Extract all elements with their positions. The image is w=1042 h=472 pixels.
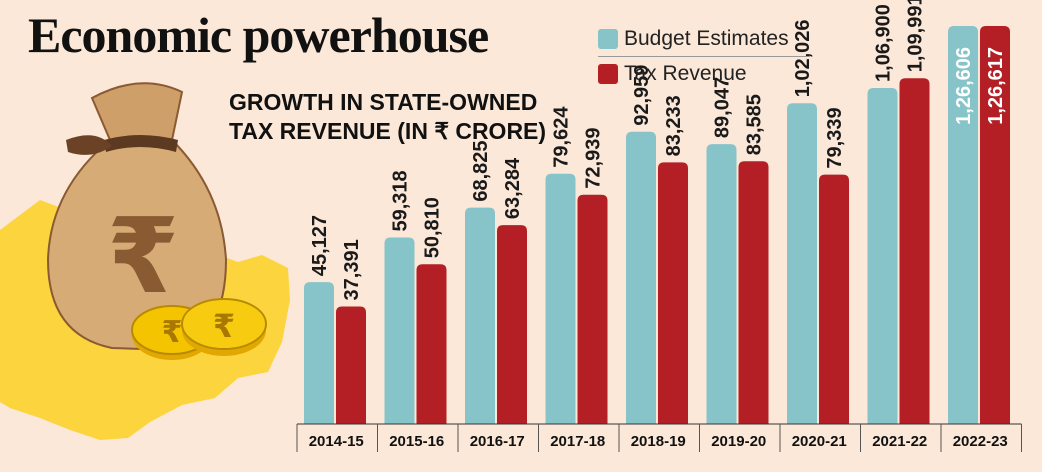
data-label-tax-2022-23: 1,26,617 <box>985 47 1007 125</box>
bar-tax-2018-19 <box>658 162 688 425</box>
bar-tax-2016-17 <box>497 225 527 424</box>
bar-budget-2020-21 <box>787 103 817 424</box>
x-tick-label-2021-22: 2021-22 <box>872 433 927 450</box>
legend-item-tax: Tax Revenue <box>598 57 810 91</box>
chart-subtitle: GROWTH IN STATE-OWNED TAX REVENUE (IN ₹ … <box>229 88 546 146</box>
bar-tax-2017-18 <box>577 194 608 424</box>
svg-text:₹: ₹ <box>107 195 179 317</box>
bar-tax-2014-15 <box>336 306 366 424</box>
x-tick-label-2016-17: 2016-17 <box>470 433 525 450</box>
bar-budget-2017-18 <box>545 173 576 424</box>
subtitle-line-2: TAX REVENUE (IN ₹ CRORE) <box>229 118 547 144</box>
svg-text:₹: ₹ <box>162 315 183 350</box>
data-label-budget-2016-17: 68,825 <box>470 140 492 201</box>
bar-budget-2015-16 <box>384 237 415 424</box>
bar-budget-2021-22 <box>867 87 898 425</box>
x-tick-label-2019-20: 2019-20 <box>711 433 766 450</box>
data-label-tax-2020-21: 79,339 <box>824 107 846 168</box>
data-label-tax-2016-17: 63,284 <box>502 157 524 219</box>
x-tick-label-2022-23: 2022-23 <box>953 433 1008 450</box>
legend-swatch-tax <box>598 64 618 84</box>
bar-tax-2022-23 <box>980 26 1010 424</box>
data-label-tax-2015-16: 50,810 <box>422 197 444 258</box>
data-label-budget-2017-18: 79,624 <box>551 106 573 168</box>
legend: Budget Estimates Tax Revenue <box>598 22 810 91</box>
data-label-tax-2018-19: 83,233 <box>663 95 685 156</box>
x-tick-label-2020-21: 2020-21 <box>792 433 847 450</box>
data-label-budget-2021-22: 1,06,900 <box>873 4 895 82</box>
data-label-tax-2021-22: 1,09,991 <box>905 0 927 72</box>
bar-budget-2019-20 <box>706 144 737 424</box>
rupee-money-bag-icon: ₹ <box>46 82 228 352</box>
bar-budget-2016-17 <box>465 207 495 424</box>
svg-text:₹: ₹ <box>213 307 235 345</box>
subtitle-line-1: GROWTH IN STATE-OWNED <box>229 89 538 115</box>
x-tick-label-2017-18: 2017-18 <box>550 433 605 450</box>
bar-budget-2018-19 <box>626 131 656 424</box>
page-title: Economic powerhouse <box>28 7 489 63</box>
x-tick-label-2018-19: 2018-19 <box>631 433 686 450</box>
bar-tax-2020-21 <box>819 174 849 424</box>
bar-tax-2015-16 <box>416 264 447 424</box>
legend-label-tax: Tax Revenue <box>624 62 747 85</box>
legend-swatch-budget <box>598 29 618 49</box>
data-label-budget-2015-16: 59,318 <box>390 170 412 231</box>
rupee-coin-icon: ₹ ₹ <box>131 298 267 360</box>
data-label-budget-2019-20: 89,047 <box>712 77 734 138</box>
data-label-tax-2019-20: 83,585 <box>744 94 766 155</box>
bar-budget-2014-15 <box>304 282 334 424</box>
data-label-budget-2018-19: 92,959 <box>631 65 653 126</box>
data-label-budget-2014-15: 45,127 <box>309 215 331 276</box>
data-label-budget-2022-23: 1,26,606 <box>953 47 975 125</box>
legend-label-budget: Budget Estimates <box>624 27 789 50</box>
bar-tax-2019-20 <box>738 161 769 425</box>
legend-item-budget: Budget Estimates <box>598 22 810 57</box>
x-tick-label-2014-15: 2014-15 <box>309 433 364 450</box>
bar-budget-2022-23 <box>948 26 978 424</box>
data-label-budget-2020-21: 1,02,026 <box>792 19 814 97</box>
x-tick-label-2015-16: 2015-16 <box>389 433 444 450</box>
bar-tax-2021-22 <box>899 78 930 424</box>
data-label-tax-2014-15: 37,391 <box>341 239 363 300</box>
data-label-tax-2017-18: 72,939 <box>583 128 605 189</box>
